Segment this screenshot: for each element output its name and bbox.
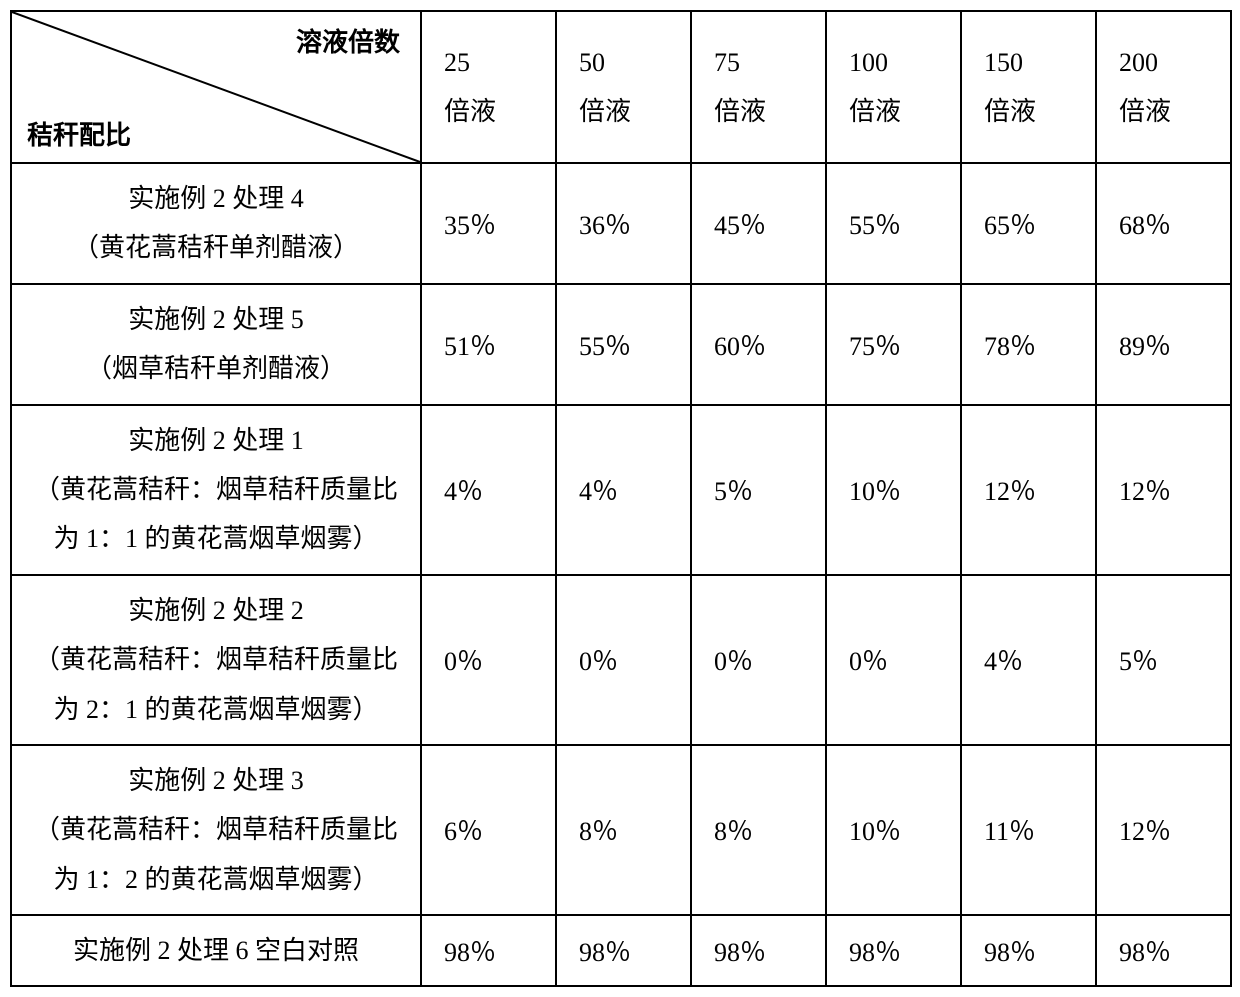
data-cell: 60％ [691, 284, 826, 405]
row-label: 实施例 2 处理 2（黄花蒿秸秆：烟草秸秆质量比为 2：1 的黄花蒿烟草烟雾） [11, 575, 421, 745]
data-cell: 75％ [826, 284, 961, 405]
data-cell: 5％ [691, 405, 826, 575]
data-cell: 78％ [961, 284, 1096, 405]
col-header-2: 75倍液 [691, 11, 826, 163]
data-cell: 8％ [691, 745, 826, 915]
data-cell: 55％ [556, 284, 691, 405]
data-cell: 68％ [1096, 163, 1231, 284]
data-cell: 98％ [421, 915, 556, 986]
table-body: 实施例 2 处理 4（黄花蒿秸秆单剂醋液）35％36％45％55％65％68％实… [11, 163, 1231, 986]
row-label: 实施例 2 处理 5（烟草秸秆单剂醋液） [11, 284, 421, 405]
data-cell: 65％ [961, 163, 1096, 284]
data-cell: 36％ [556, 163, 691, 284]
diagonal-header-cell: 溶液倍数 秸秆配比 [11, 11, 421, 163]
data-cell: 98％ [1096, 915, 1231, 986]
data-cell: 98％ [826, 915, 961, 986]
col-header-0: 25倍液 [421, 11, 556, 163]
data-cell: 11％ [961, 745, 1096, 915]
data-cell: 98％ [961, 915, 1096, 986]
data-cell: 89％ [1096, 284, 1231, 405]
data-cell: 4％ [421, 405, 556, 575]
data-cell: 12％ [961, 405, 1096, 575]
data-cell: 12％ [1096, 405, 1231, 575]
data-table: 溶液倍数 秸秆配比 25倍液 50倍液 75倍液 100倍液 150倍液 200… [10, 10, 1232, 987]
data-cell: 10％ [826, 405, 961, 575]
data-cell: 55％ [826, 163, 961, 284]
header-bottom-label: 秸秆配比 [27, 115, 131, 152]
data-cell: 98％ [691, 915, 826, 986]
table-row: 实施例 2 处理 4（黄花蒿秸秆单剂醋液）35％36％45％55％65％68％ [11, 163, 1231, 284]
table-row: 实施例 2 处理 1（黄花蒿秸秆：烟草秸秆质量比为 1：1 的黄花蒿烟草烟雾）4… [11, 405, 1231, 575]
table-row: 实施例 2 处理 5（烟草秸秆单剂醋液）51％55％60％75％78％89％ [11, 284, 1231, 405]
data-cell: 6％ [421, 745, 556, 915]
row-label: 实施例 2 处理 4（黄花蒿秸秆单剂醋液） [11, 163, 421, 284]
header-row: 溶液倍数 秸秆配比 25倍液 50倍液 75倍液 100倍液 150倍液 200… [11, 11, 1231, 163]
data-cell: 35％ [421, 163, 556, 284]
row-label: 实施例 2 处理 3（黄花蒿秸秆：烟草秸秆质量比为 1：2 的黄花蒿烟草烟雾） [11, 745, 421, 915]
col-header-4: 150倍液 [961, 11, 1096, 163]
data-cell: 0％ [556, 575, 691, 745]
data-cell: 98％ [556, 915, 691, 986]
col-header-5: 200倍液 [1096, 11, 1231, 163]
row-label: 实施例 2 处理 6 空白对照 [11, 915, 421, 986]
data-cell: 4％ [556, 405, 691, 575]
col-header-1: 50倍液 [556, 11, 691, 163]
data-cell: 0％ [826, 575, 961, 745]
header-top-label: 溶液倍数 [296, 22, 400, 59]
data-cell: 12％ [1096, 745, 1231, 915]
table-row: 实施例 2 处理 2（黄花蒿秸秆：烟草秸秆质量比为 2：1 的黄花蒿烟草烟雾）0… [11, 575, 1231, 745]
data-cell: 0％ [421, 575, 556, 745]
table-row: 实施例 2 处理 3（黄花蒿秸秆：烟草秸秆质量比为 1：2 的黄花蒿烟草烟雾）6… [11, 745, 1231, 915]
data-cell: 51％ [421, 284, 556, 405]
data-cell: 4％ [961, 575, 1096, 745]
data-cell: 45％ [691, 163, 826, 284]
row-label: 实施例 2 处理 1（黄花蒿秸秆：烟草秸秆质量比为 1：1 的黄花蒿烟草烟雾） [11, 405, 421, 575]
data-cell: 8％ [556, 745, 691, 915]
col-header-3: 100倍液 [826, 11, 961, 163]
table-row: 实施例 2 处理 6 空白对照98％98％98％98％98％98％ [11, 915, 1231, 986]
data-cell: 5％ [1096, 575, 1231, 745]
data-cell: 0％ [691, 575, 826, 745]
data-cell: 10％ [826, 745, 961, 915]
